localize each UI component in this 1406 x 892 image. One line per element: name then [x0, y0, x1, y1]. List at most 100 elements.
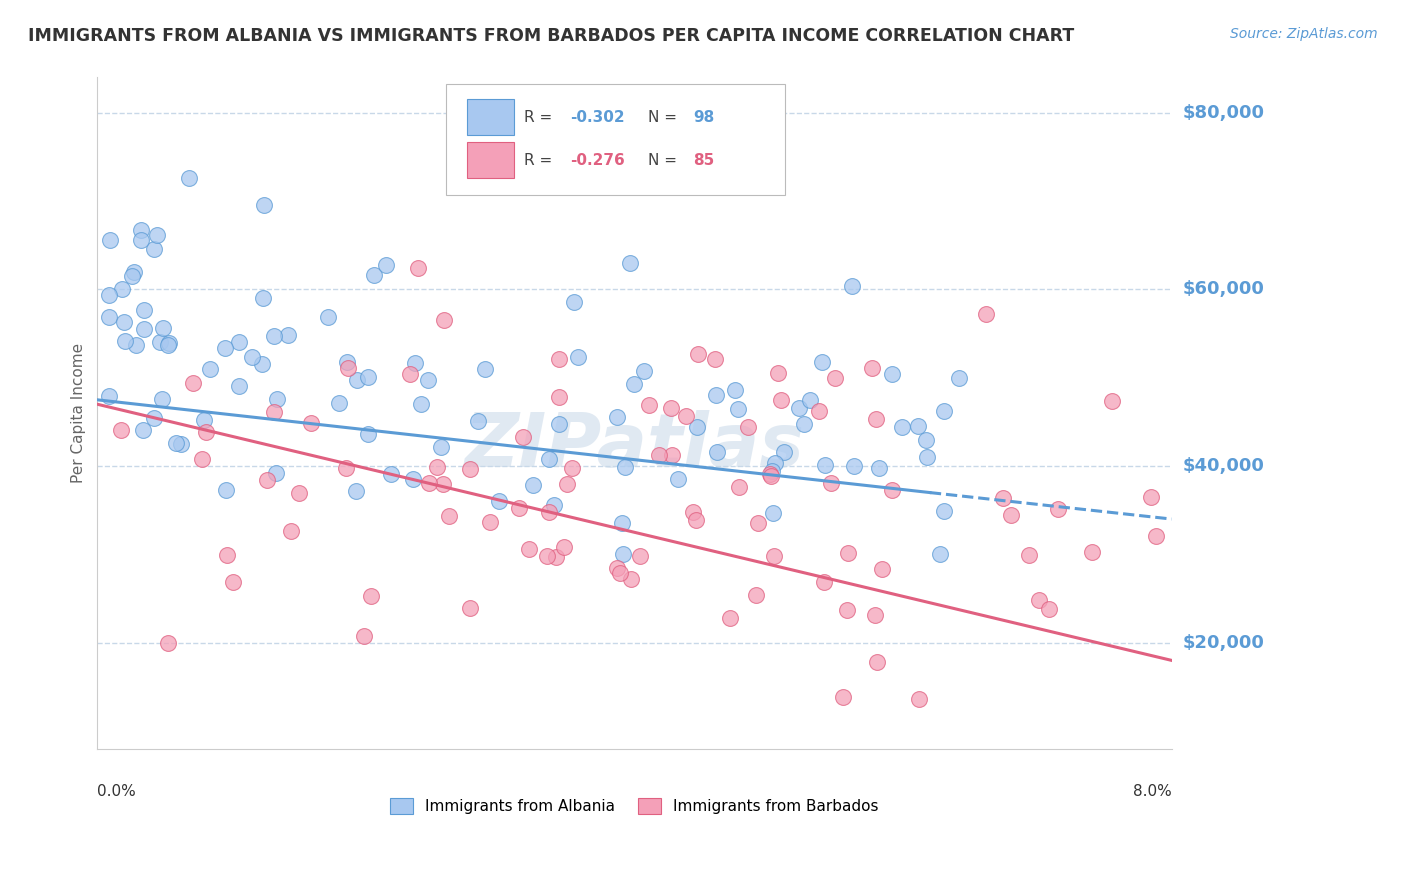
Point	[613, 459, 636, 474]
Point	[110, 423, 132, 437]
Point	[411, 397, 433, 411]
Point	[538, 452, 561, 467]
Point	[170, 437, 193, 451]
Point	[418, 373, 440, 387]
Point	[706, 445, 728, 459]
Point	[1080, 545, 1102, 559]
Point	[433, 313, 456, 327]
Point	[866, 655, 889, 669]
Point	[761, 464, 783, 478]
Point	[609, 566, 631, 580]
Text: -0.276: -0.276	[569, 153, 624, 168]
Point	[263, 405, 285, 419]
Point	[522, 478, 544, 492]
Point	[198, 362, 221, 376]
Point	[880, 483, 903, 497]
Point	[344, 483, 367, 498]
Point	[336, 361, 359, 376]
Point	[745, 588, 768, 602]
Point	[132, 423, 155, 437]
Point	[868, 460, 890, 475]
Point	[536, 549, 558, 563]
Point	[932, 403, 955, 417]
Point	[474, 362, 496, 376]
Point	[129, 233, 152, 247]
Point	[787, 401, 810, 415]
Point	[112, 315, 135, 329]
Point	[353, 629, 375, 643]
Point	[1101, 394, 1123, 409]
Point	[458, 462, 481, 476]
Point	[538, 505, 561, 519]
Point	[122, 265, 145, 279]
Point	[773, 445, 796, 459]
Point	[759, 468, 782, 483]
Point	[813, 575, 835, 590]
Point	[252, 291, 274, 305]
Point	[460, 600, 482, 615]
Point	[793, 417, 815, 432]
Text: ZIPatlas: ZIPatlas	[464, 410, 804, 483]
Point	[835, 603, 858, 617]
Point	[346, 373, 368, 387]
Point	[917, 450, 939, 464]
Point	[1028, 593, 1050, 607]
Text: R =: R =	[524, 110, 557, 125]
Point	[544, 549, 567, 564]
Point	[807, 404, 830, 418]
Point	[675, 409, 697, 424]
Point	[1144, 529, 1167, 543]
Text: N =: N =	[648, 153, 682, 168]
Point	[647, 448, 669, 462]
Point	[865, 607, 887, 622]
Point	[762, 549, 785, 564]
Text: $40,000: $40,000	[1182, 457, 1264, 475]
Point	[277, 327, 299, 342]
Point	[266, 392, 288, 406]
Text: IMMIGRANTS FROM ALBANIA VS IMMIGRANTS FROM BARBADOS PER CAPITA INCOME CORRELATIO: IMMIGRANTS FROM ALBANIA VS IMMIGRANTS FR…	[28, 27, 1074, 45]
Point	[623, 376, 645, 391]
Point	[1046, 502, 1069, 516]
Point	[820, 475, 842, 490]
Point	[737, 419, 759, 434]
Point	[357, 369, 380, 384]
Point	[228, 378, 250, 392]
Point	[111, 281, 134, 295]
Point	[240, 350, 263, 364]
Point	[1018, 548, 1040, 562]
Point	[814, 458, 837, 472]
Point	[363, 268, 385, 283]
Text: $20,000: $20,000	[1182, 633, 1264, 652]
Point	[704, 351, 727, 366]
Point	[512, 430, 534, 444]
Point	[666, 472, 689, 486]
Point	[844, 459, 866, 474]
Point	[335, 461, 357, 475]
Point	[129, 223, 152, 237]
Point	[841, 278, 863, 293]
Point	[263, 329, 285, 343]
Point	[555, 477, 578, 491]
Point	[193, 413, 215, 427]
Point	[426, 459, 449, 474]
Point	[280, 524, 302, 538]
Point	[704, 388, 727, 402]
Point	[620, 572, 643, 586]
Point	[907, 418, 929, 433]
Point	[404, 356, 426, 370]
Point	[860, 361, 883, 376]
Point	[299, 416, 322, 430]
Point	[429, 441, 451, 455]
Point	[250, 357, 273, 371]
Point	[661, 448, 683, 462]
Point	[479, 516, 502, 530]
Point	[402, 472, 425, 486]
Text: 0.0%: 0.0%	[97, 784, 136, 798]
Point	[97, 310, 120, 325]
Point	[567, 350, 589, 364]
Point	[437, 508, 460, 523]
FancyBboxPatch shape	[447, 84, 785, 195]
Point	[762, 506, 785, 520]
Text: $60,000: $60,000	[1182, 280, 1264, 299]
Point	[1000, 508, 1022, 522]
